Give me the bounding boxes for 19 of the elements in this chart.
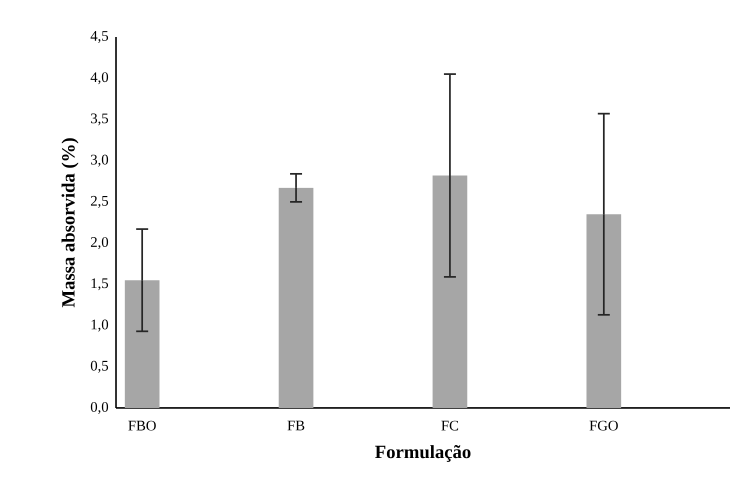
x-tick-label: FGO bbox=[590, 420, 618, 431]
y-tick-label: 3,5 bbox=[91, 113, 108, 126]
y-tick-label: 1,0 bbox=[92, 320, 108, 332]
y-tick-label: 2,0 bbox=[90, 237, 108, 250]
y-tick-label: 4,0 bbox=[90, 72, 108, 84]
y-tick-label: 0,5 bbox=[90, 360, 108, 373]
y-axis-title: Massa absorvida (%) bbox=[62, 138, 78, 308]
bar bbox=[432, 175, 468, 408]
x-axis-title: Formulação bbox=[375, 445, 471, 462]
x-tick-label: FB bbox=[288, 420, 304, 430]
y-tick-label: 4,5 bbox=[90, 31, 108, 43]
y-tick-label: 3,0 bbox=[91, 154, 108, 167]
y-tick-label: 0,0 bbox=[90, 402, 108, 414]
x-tick-label: FBO bbox=[128, 420, 156, 431]
bar bbox=[278, 188, 314, 408]
y-tick-label: 2,5 bbox=[90, 196, 108, 208]
bar bbox=[124, 280, 160, 408]
y-tick-label: 1,5 bbox=[92, 278, 108, 290]
x-tick-label: FC bbox=[441, 420, 458, 431]
